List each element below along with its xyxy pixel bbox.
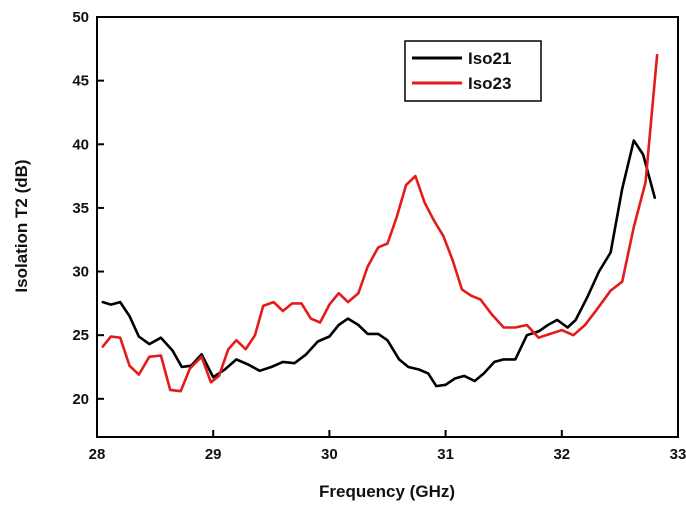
x-tick-label: 33 (670, 446, 686, 463)
x-tick-label: 30 (321, 446, 338, 463)
y-tick-label: 20 (72, 391, 89, 408)
legend: Iso21 Iso23 (404, 40, 542, 102)
series-line-iso23 (101, 53, 659, 393)
x-axis-label: Frequency (GHz) (319, 482, 455, 501)
legend-label-iso21: Iso21 (468, 49, 511, 68)
legend-box (404, 40, 542, 102)
legend-label-iso23: Iso23 (468, 74, 511, 93)
x-tick-label: 31 (437, 446, 454, 463)
y-tick-label: 30 (72, 264, 89, 281)
y-tick-label: 50 (72, 9, 89, 26)
plot-frame (96, 16, 679, 438)
series-layer (101, 53, 659, 393)
y-tick-label: 40 (72, 136, 89, 153)
x-tick-label: 28 (89, 446, 106, 463)
y-tick-label: 35 (72, 200, 89, 217)
y-tick-label: 25 (72, 327, 89, 344)
series-line-iso21 (101, 139, 657, 388)
x-tick-label: 29 (205, 446, 222, 463)
x-axis-ticks: 28 29 30 31 32 33 (89, 430, 686, 463)
y-tick-label: 45 (72, 73, 89, 90)
y-axis-label: Isolation T2 (dB) (12, 159, 31, 292)
y-axis-ticks: 20 25 30 35 40 45 50 (72, 9, 104, 408)
x-tick-label: 32 (553, 446, 570, 463)
